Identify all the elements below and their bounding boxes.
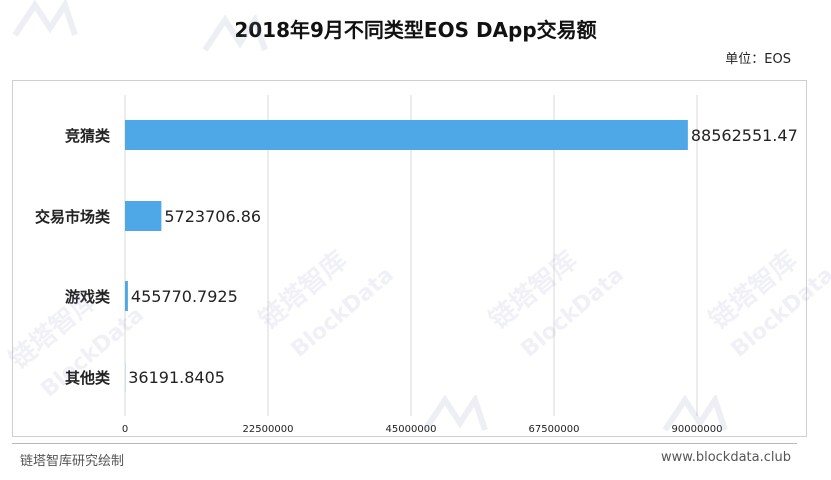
x-tick-label: 45000000 xyxy=(386,424,437,435)
data-label: 36191.8405 xyxy=(128,368,225,387)
footer-website: www.blockdata.club xyxy=(661,450,791,465)
category-label: 游戏类 xyxy=(65,288,111,306)
bar xyxy=(125,281,128,311)
data-label: 88562551.47 xyxy=(691,126,798,145)
data-label: 455770.7925 xyxy=(131,287,238,306)
category-label: 竞猜类 xyxy=(65,127,111,145)
category-label: 交易市场类 xyxy=(35,208,111,226)
footer-source: 链塔智库研究绘制 xyxy=(20,454,125,469)
x-tick-label: 90000000 xyxy=(672,424,723,435)
bar xyxy=(125,120,688,150)
x-tick-label: 0 xyxy=(122,424,128,435)
data-label: 5723706.86 xyxy=(164,207,261,226)
x-tick-label: 22500000 xyxy=(243,424,294,435)
x-tick-label: 67500000 xyxy=(529,424,580,435)
bar xyxy=(125,201,162,231)
footer-divider xyxy=(12,443,797,444)
category-label: 其他类 xyxy=(65,369,111,387)
unit-label: 单位：EOS xyxy=(725,52,791,67)
chart-title: 2018年9月不同类型EOS DApp交易额 xyxy=(234,18,597,42)
